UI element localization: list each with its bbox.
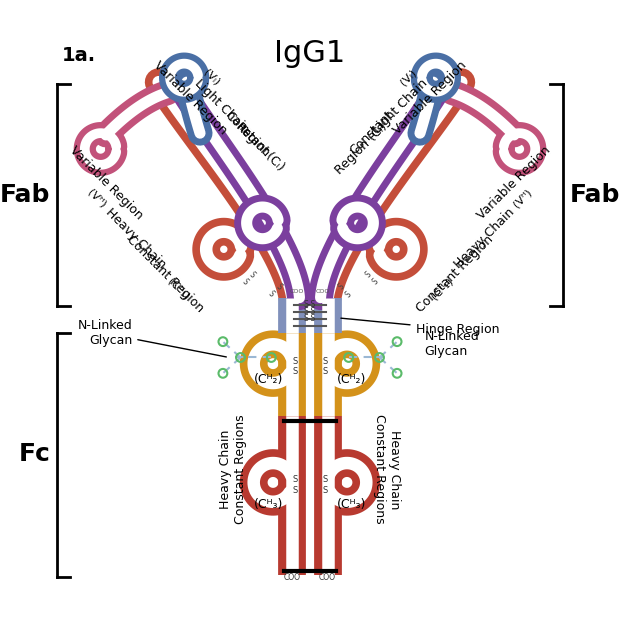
Text: S
S: S S (240, 270, 257, 287)
Text: S
S: S S (293, 357, 298, 376)
Text: (Cᴴ₂): (Cᴴ₂) (337, 373, 366, 386)
Text: Constant Region: Constant Region (124, 233, 206, 315)
Text: Variable Region: Variable Region (391, 58, 469, 137)
Text: (Cᴴ₂): (Cᴴ₂) (254, 373, 283, 386)
Text: COO: COO (290, 289, 304, 294)
Text: S
S: S S (322, 357, 327, 376)
Text: S
S: S S (293, 476, 298, 495)
Text: (Vₗ): (Vₗ) (202, 68, 221, 87)
Text: (Cᴴ₁): (Cᴴ₁) (429, 276, 455, 302)
Text: Hinge Region: Hinge Region (341, 318, 499, 336)
Text: Fc: Fc (19, 442, 50, 466)
Text: Region (Cₗ): Region (Cₗ) (332, 120, 389, 177)
Text: COO: COO (316, 289, 330, 294)
Text: S
S: S S (267, 282, 283, 299)
Text: (Cᴴ₃): (Cᴴ₃) (337, 498, 366, 511)
Text: IgG1: IgG1 (275, 40, 345, 69)
Text: Variable Region: Variable Region (475, 144, 553, 223)
Text: 1a.: 1a. (62, 46, 96, 65)
Text: (Vᴴ): (Vᴴ) (512, 187, 534, 209)
Text: Variable Region: Variable Region (151, 58, 229, 137)
Text: (Cᴴ₁): (Cᴴ₁) (165, 276, 191, 302)
Text: S-S: S-S (304, 300, 316, 309)
Text: (Cᴴ₃): (Cᴴ₃) (254, 498, 283, 511)
Text: Heavy Chain
Constant Regions: Heavy Chain Constant Regions (373, 415, 401, 524)
Text: Variable Region: Variable Region (67, 144, 145, 223)
Text: Fab: Fab (570, 183, 620, 207)
Text: S
S: S S (363, 270, 380, 287)
Text: Heavy Chain: Heavy Chain (451, 206, 517, 271)
Text: S
S: S S (322, 476, 327, 495)
Text: (Vᴴ): (Vᴴ) (86, 187, 108, 209)
Text: S
S: S S (337, 282, 353, 299)
Text: Heavy Chain: Heavy Chain (103, 206, 169, 271)
Text: S-S: S-S (304, 314, 316, 323)
Text: Constant Region: Constant Region (414, 233, 496, 315)
Text: COO: COO (319, 573, 336, 582)
Text: N-Linked
Glycan: N-Linked Glycan (424, 330, 479, 359)
Text: Light Chain: Light Chain (371, 77, 430, 136)
Text: S-S: S-S (304, 307, 316, 316)
Text: N-Linked
Glycan: N-Linked Glycan (78, 320, 226, 357)
Text: COO: COO (284, 573, 301, 582)
Text: (Vₗ): (Vₗ) (399, 68, 419, 87)
Text: Fab: Fab (0, 183, 50, 207)
Text: Heavy Chain
Constant Regions: Heavy Chain Constant Regions (219, 415, 247, 524)
Text: Constant: Constant (222, 109, 271, 158)
Text: Light Chain: Light Chain (192, 77, 252, 136)
Text: Constant: Constant (347, 109, 396, 158)
Text: Region(Cₗ): Region(Cₗ) (232, 121, 287, 175)
